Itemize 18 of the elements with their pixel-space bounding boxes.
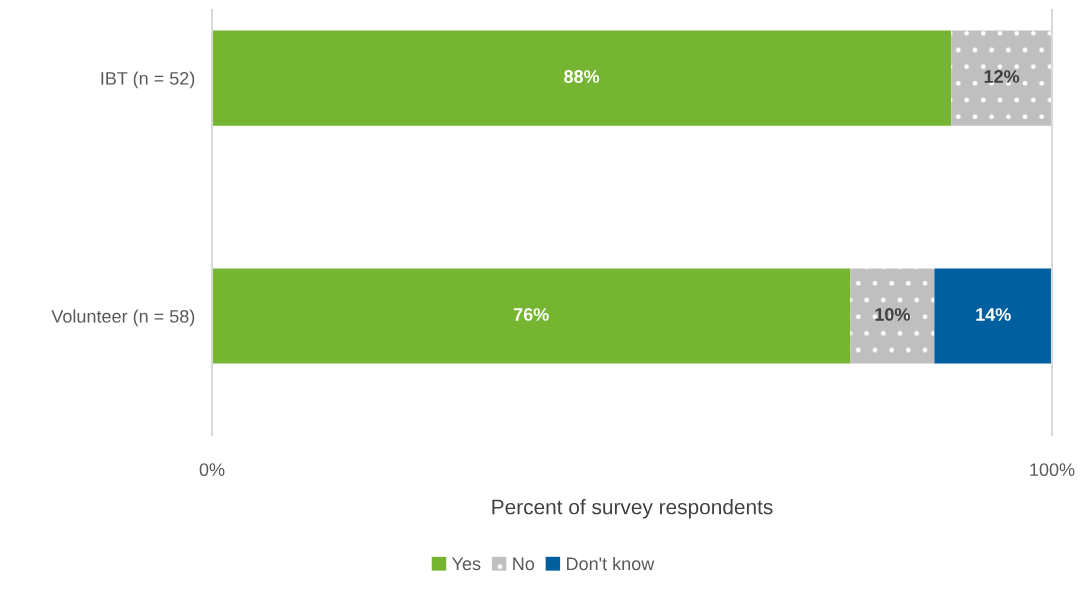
x-axis-title: Percent of survey respondents <box>492 499 773 519</box>
legend-label: Don't know <box>567 556 655 571</box>
legend-label: Yes <box>451 557 481 571</box>
data-label: 76% <box>513 308 549 321</box>
bar <box>934 268 1052 364</box>
data-label: 88% <box>564 70 600 83</box>
x-tick-label: 100% <box>1030 463 1075 477</box>
bar <box>212 30 952 126</box>
bar <box>850 268 935 364</box>
y-tick-label: Volunteer (n = 58) <box>51 309 195 327</box>
y-tick-label: IBT (n = 52) <box>101 71 195 89</box>
data-label: 12% <box>984 70 1020 83</box>
data-label: 14% <box>976 308 1011 321</box>
legend-label: No <box>513 557 535 571</box>
x-tick-label: 0% <box>199 463 225 477</box>
bar <box>951 30 1052 126</box>
bar <box>212 268 851 364</box>
data-label: 10% <box>875 308 910 321</box>
